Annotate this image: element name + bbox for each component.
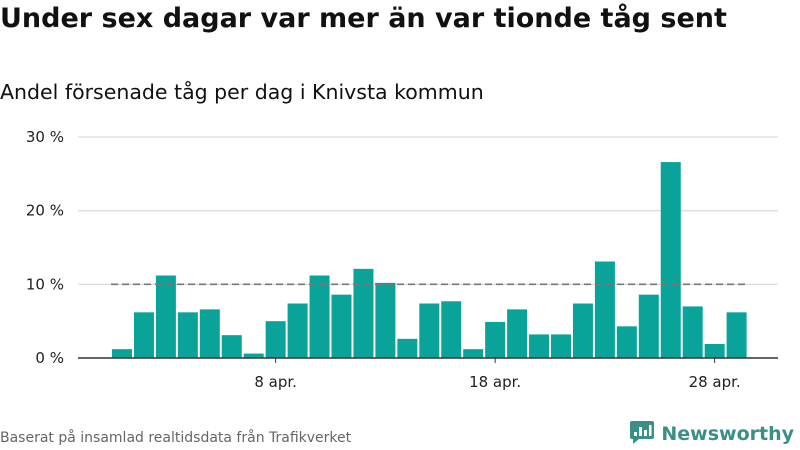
x-tick-label: 8 apr. — [254, 373, 297, 391]
bar — [265, 321, 286, 358]
bar — [199, 309, 220, 358]
chart-title: Under sex dagar var mer än var tionde tå… — [0, 3, 727, 34]
bar — [287, 303, 308, 358]
bar — [397, 338, 418, 358]
bar — [177, 312, 198, 358]
bar — [221, 335, 242, 358]
bar — [660, 162, 681, 358]
y-tick-label: 30 % — [26, 128, 64, 146]
bar — [155, 275, 176, 358]
bar — [572, 303, 593, 358]
x-tick-label: 18 apr. — [469, 373, 521, 391]
bar — [507, 309, 528, 358]
brand-name: Newsworthy — [661, 423, 794, 445]
bar — [112, 349, 132, 358]
brand-logo[interactable]: Newsworthy — [629, 420, 794, 448]
bar — [375, 282, 396, 358]
source-note: Baserat på insamlad realtidsdata från Tr… — [0, 430, 352, 446]
chart-subtitle: Andel försenade tåg per dag i Knivsta ko… — [0, 80, 484, 104]
bar — [133, 312, 154, 358]
bar — [485, 321, 506, 358]
y-tick-label: 0 % — [35, 349, 64, 367]
bar — [726, 312, 747, 358]
bar — [594, 261, 615, 358]
bar — [243, 353, 264, 358]
bar — [529, 334, 550, 358]
bar — [309, 275, 330, 358]
bar — [441, 301, 462, 358]
bar — [682, 306, 703, 358]
y-tick-label: 10 % — [26, 275, 64, 293]
bar — [419, 303, 440, 358]
bar — [638, 294, 659, 358]
bar-chart: 0 % 10 % 20 % 30 % 8 apr. 18 apr. 28 apr. — [26, 128, 778, 391]
bar — [353, 268, 374, 358]
bar — [616, 326, 637, 358]
x-tick-label: 28 apr. — [689, 373, 741, 391]
newsworthy-logo-icon — [629, 419, 655, 449]
bar — [331, 294, 352, 358]
y-tick-label: 20 % — [26, 202, 64, 220]
bar — [704, 344, 725, 358]
bar — [551, 334, 571, 358]
bar — [463, 349, 484, 358]
